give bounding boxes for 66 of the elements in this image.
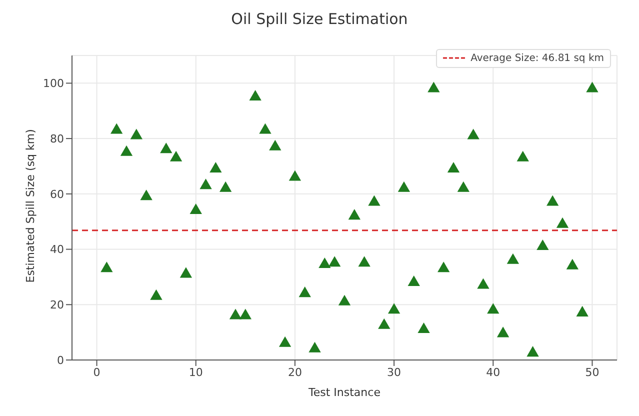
point xyxy=(229,308,242,320)
point xyxy=(269,140,282,150)
point xyxy=(556,217,569,228)
point xyxy=(210,162,222,173)
point xyxy=(298,286,311,298)
point xyxy=(368,195,380,206)
y-tick-label: 100 xyxy=(43,77,64,90)
point xyxy=(457,181,470,192)
point xyxy=(110,123,123,134)
legend-label: Average Size: 46.81 sq km xyxy=(470,52,604,64)
point xyxy=(487,303,500,314)
point xyxy=(477,278,490,289)
point xyxy=(447,162,460,173)
chart-title: Oil Spill Size Estimation xyxy=(230,9,409,30)
point xyxy=(180,267,192,278)
x-tick-label: 40 xyxy=(486,366,500,379)
point xyxy=(239,308,252,320)
point xyxy=(358,256,370,267)
point xyxy=(378,318,390,329)
y-tick-label: 0 xyxy=(57,354,64,367)
point xyxy=(140,190,152,200)
point xyxy=(388,303,400,314)
point xyxy=(418,322,430,334)
point xyxy=(278,336,292,347)
point xyxy=(288,170,302,181)
point xyxy=(496,326,510,338)
point xyxy=(546,195,559,206)
point xyxy=(308,342,321,352)
x-tick-label: 50 xyxy=(585,366,600,379)
point xyxy=(150,289,162,300)
point xyxy=(516,150,529,162)
point xyxy=(170,150,182,162)
x-tick-label: 0 xyxy=(93,366,100,379)
point xyxy=(100,262,113,272)
point xyxy=(506,253,520,264)
x-tick-label: 30 xyxy=(387,366,402,379)
x-tick-label: 10 xyxy=(188,366,203,379)
point xyxy=(576,306,588,316)
point xyxy=(259,123,272,134)
point xyxy=(200,178,212,190)
point xyxy=(438,262,450,272)
x-axis-title: Test Instance xyxy=(308,386,381,399)
point xyxy=(328,256,341,267)
point xyxy=(398,181,410,192)
point xyxy=(348,209,360,220)
point xyxy=(526,346,539,357)
point xyxy=(428,82,440,92)
point xyxy=(160,142,172,154)
point xyxy=(566,258,578,270)
point xyxy=(249,90,262,101)
y-tick-label: 60 xyxy=(50,188,64,201)
point xyxy=(130,128,142,140)
y-tick-label: 20 xyxy=(50,298,64,312)
point xyxy=(220,181,232,192)
y-tick-label: 40 xyxy=(50,243,64,256)
point xyxy=(338,294,351,306)
point xyxy=(467,128,480,140)
y-axis-title: Estimated Spill Size (sq km) xyxy=(24,129,37,283)
point xyxy=(586,82,598,92)
y-tick-label: 80 xyxy=(50,132,64,146)
point xyxy=(190,204,202,214)
point xyxy=(120,145,133,156)
point xyxy=(318,257,331,268)
x-tick-label: 20 xyxy=(288,366,302,379)
point xyxy=(536,239,549,250)
point xyxy=(408,275,420,286)
